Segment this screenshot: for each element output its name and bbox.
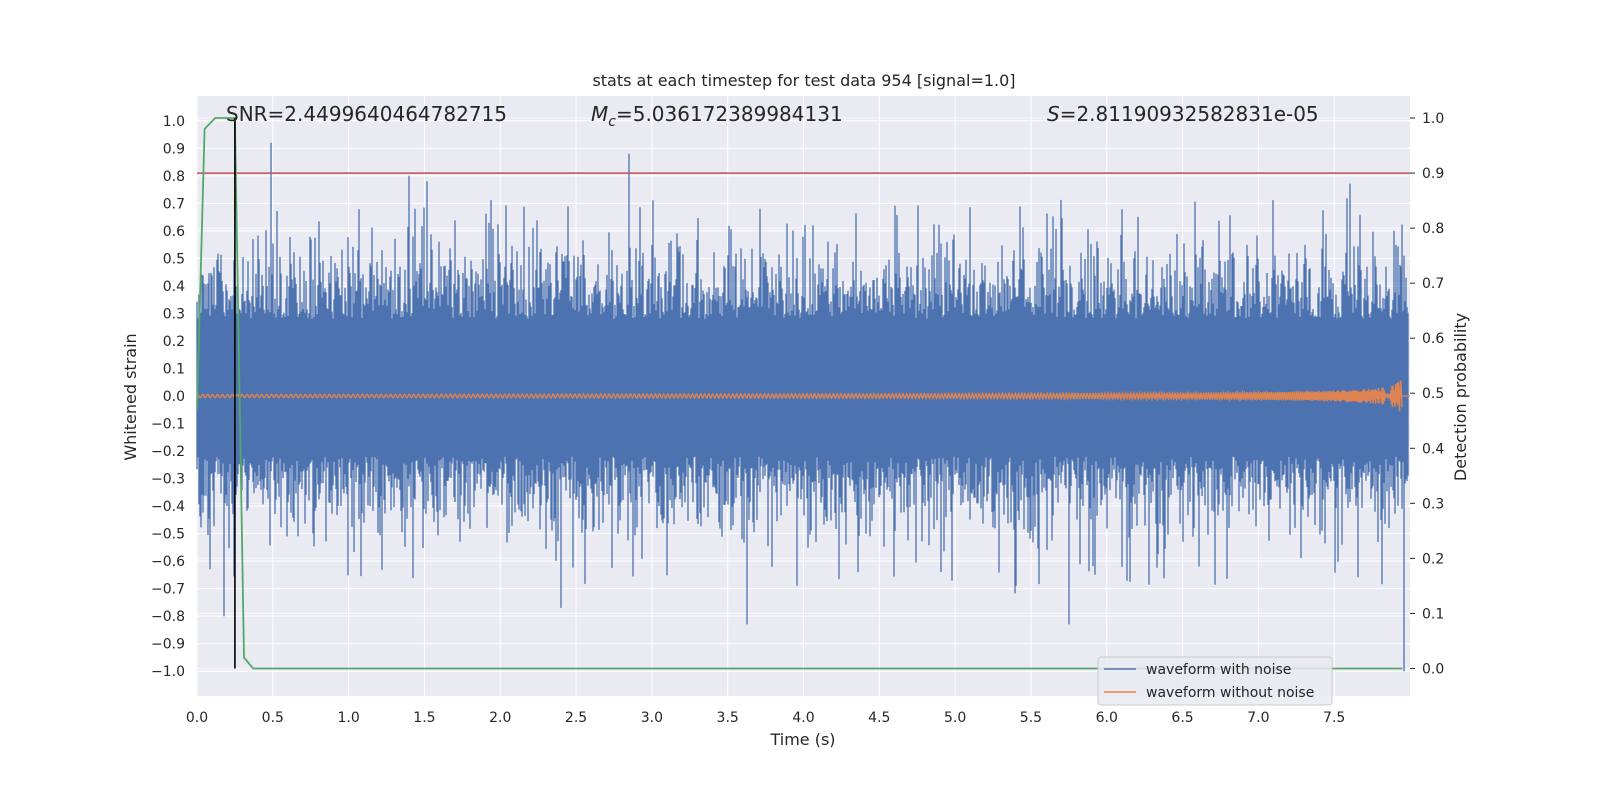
x-ticks: 0.0 0.5 1.0 1.5 2.0 2.5 3.0 3.5 4.0 4.5 5.0 5.5 6.0 6… [186, 710, 1345, 726]
y-tick-label: 0.4 [163, 279, 185, 295]
x-tick-label: 7.0 [1247, 710, 1269, 726]
y-tick-label: −0.5 [151, 527, 185, 543]
x-tick-label: 5.5 [1020, 710, 1042, 726]
x-tick-label: 5.0 [944, 710, 966, 726]
y-tick-label: −0.9 [151, 637, 185, 653]
y-tick-label: 0.3 [163, 306, 185, 322]
clean-waveform-path [196, 380, 1403, 412]
x-tick-label: 1.0 [337, 710, 359, 726]
x-tick-label: 3.0 [641, 710, 663, 726]
y-tick-label: −1.0 [151, 664, 185, 680]
annotation-s-value: =2.81190932582831e-05 [1060, 102, 1319, 126]
y-tick-label: 0.0 [163, 389, 185, 405]
y-tick-label: 0.2 [163, 334, 185, 350]
y-tick-label-right: 0.9 [1422, 166, 1444, 182]
y-tick-label: −0.6 [151, 554, 185, 570]
y-tick-label: 0.1 [163, 361, 185, 377]
y-tick-label: 0.9 [163, 141, 185, 157]
series-waveform-with-noise [196, 142, 1409, 672]
annotation-chirp-mass-value: =5.036172389984131 [616, 102, 843, 126]
detection-probability-line [196, 117, 1403, 670]
x-tick-label: 0.0 [186, 710, 208, 726]
x-tick-label: 2.0 [489, 710, 511, 726]
x-tick-label: 1.5 [413, 710, 435, 726]
y-tick-label: 0.8 [163, 169, 185, 185]
y-tick-label: −0.8 [151, 609, 185, 625]
x-tick-label: 7.5 [1323, 710, 1345, 726]
y-tick-label-right: 0.5 [1422, 386, 1444, 402]
y-tick-label: 1.0 [163, 114, 185, 130]
y-tick-label: −0.3 [151, 472, 185, 488]
legend-label-waveform-with-noise: waveform with noise [1146, 662, 1291, 678]
y-ticks-right: 1.0 0.9 0.8 0.7 0.6 0.5 0.4 0.3 0.2 0.1 0.0 [1410, 111, 1444, 677]
y-tick-label-right: 0.6 [1422, 331, 1444, 347]
legend-label-waveform-without-noise: waveform without noise [1146, 685, 1314, 701]
y-tick-label-right: 0.4 [1422, 441, 1444, 457]
y-tick-label: −0.7 [151, 582, 185, 598]
annotation-chirp-mass: Mc=5.036172389984131 [591, 102, 843, 130]
y-tick-label-right: 0.3 [1422, 496, 1444, 512]
x-tick-label: 0.5 [262, 710, 284, 726]
y-tick-label: 0.5 [163, 251, 185, 267]
annotation-snr: SNR=2.4499640464782715 [226, 102, 507, 126]
chart-title: stats at each timestep for test data 954… [592, 71, 1015, 90]
x-axis-label: Time (s) [769, 730, 835, 749]
y-tick-label: −0.1 [151, 417, 185, 433]
y-tick-label: −0.2 [151, 444, 185, 460]
y-tick-label-right: 0.2 [1422, 551, 1444, 567]
x-tick-label: 3.5 [717, 710, 739, 726]
annotation-s-symbol: S [1047, 102, 1060, 126]
x-tick-label: 6.5 [1171, 710, 1193, 726]
y-axis-label-right: Detection probability [1451, 313, 1470, 481]
y-tick-label-right: 1.0 [1422, 111, 1444, 127]
x-tick-label: 4.0 [792, 710, 814, 726]
legend: waveform with noise waveform without noi… [1097, 656, 1333, 706]
legend-box [1097, 656, 1333, 706]
annotation-s: S=2.81190932582831e-05 [1047, 102, 1319, 126]
y-ticks: 1.0 0.9 0.8 0.7 0.6 0.5 0.4 0.3 0.2 0.1 0.0 −0.1 −0.… [151, 114, 185, 680]
x-tick-label: 6.0 [1096, 710, 1118, 726]
y-tick-label: 0.7 [163, 196, 185, 212]
y-tick-label: −0.4 [151, 499, 185, 515]
series-waveform-without-noise [196, 380, 1410, 412]
annotation-chirp-mass-symbol: M [591, 102, 608, 126]
x-tick-label: 2.5 [565, 710, 587, 726]
noise-waveform-core [197, 329, 1408, 452]
y-tick-label-right: 0.7 [1422, 276, 1444, 292]
x-tick-label: 4.5 [868, 710, 890, 726]
y-axis-label: Whitened strain [121, 333, 140, 460]
y-tick-label-right: 0.1 [1422, 606, 1444, 622]
y-tick-label: 0.6 [163, 224, 185, 240]
annotation-chirp-mass-subscript: c [608, 114, 616, 130]
overlay-lines [196, 117, 1410, 670]
y-tick-label-right: 0.8 [1422, 221, 1444, 237]
y-tick-label-right: 0.0 [1422, 661, 1444, 677]
